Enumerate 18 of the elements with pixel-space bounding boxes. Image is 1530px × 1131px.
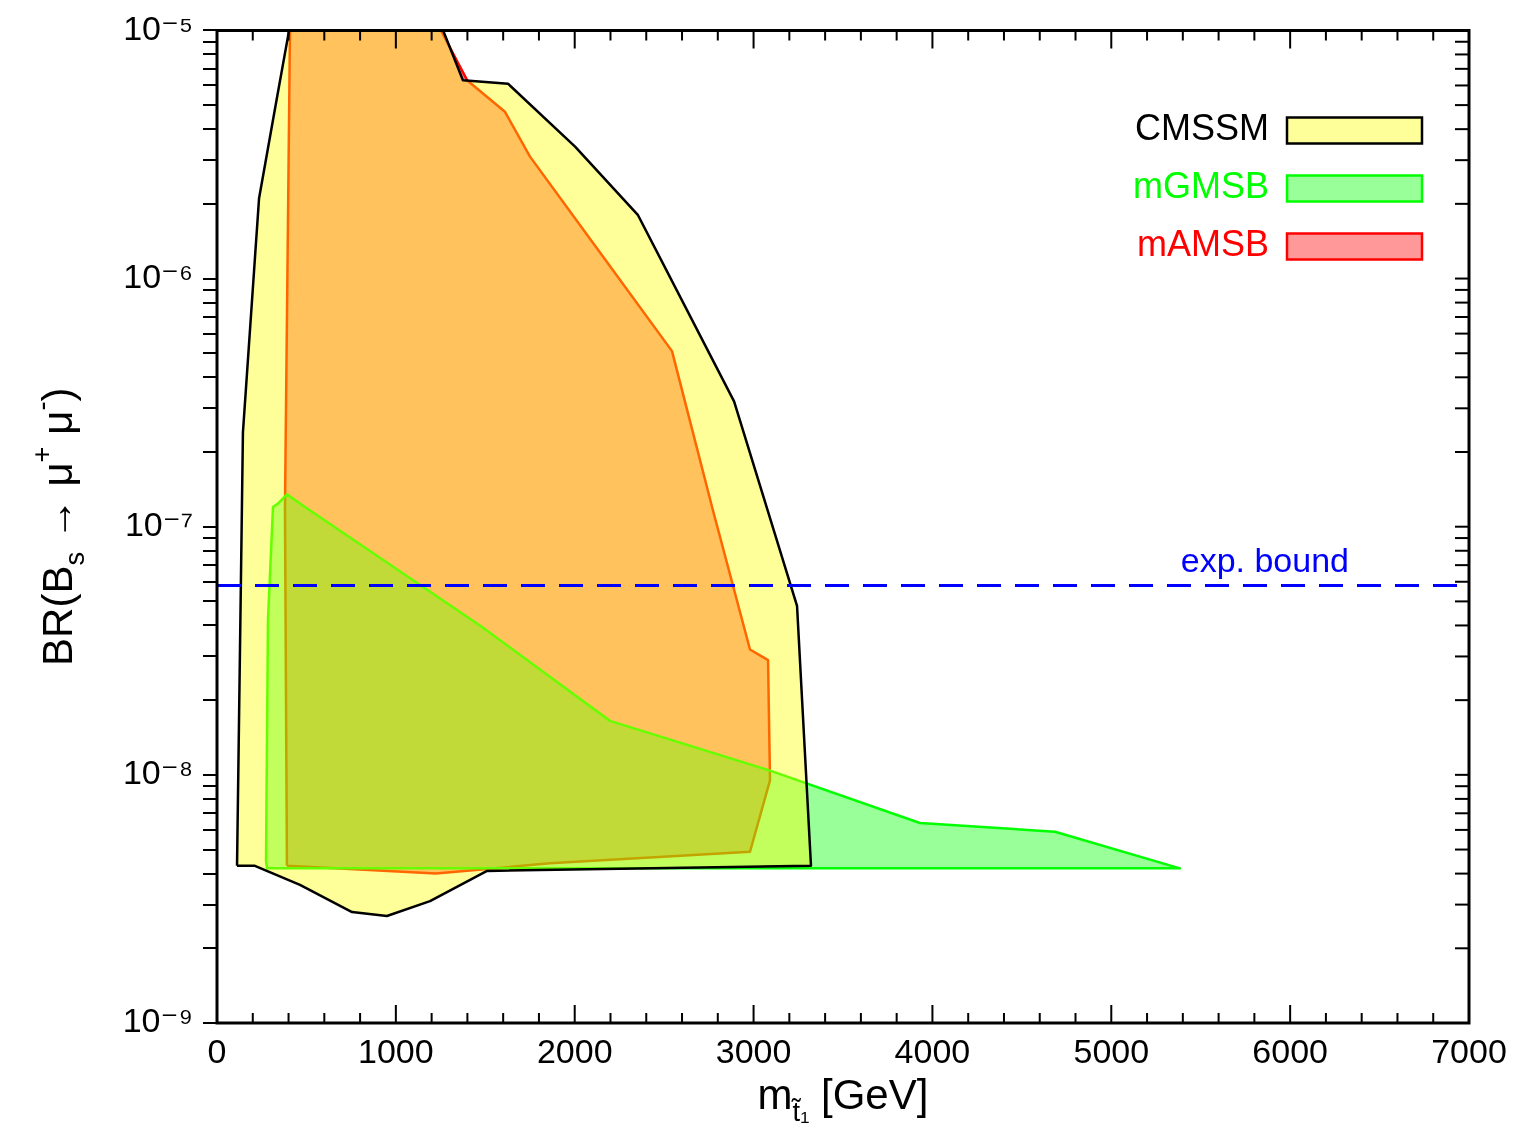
y-tick-label: 10⁻⁷: [124, 505, 193, 544]
x-tick-label: 6000: [1252, 1031, 1328, 1070]
y-tick-label: 10⁻⁹: [122, 1001, 193, 1040]
x-tick-label: 5000: [1073, 1031, 1150, 1070]
legend-label: mAMSB: [1136, 223, 1269, 265]
y-tick-label: 10⁻⁵: [123, 8, 193, 47]
x-tick-label: 1000: [358, 1031, 434, 1070]
x-tick-label: 3000: [715, 1031, 792, 1070]
y-tick-label: 10⁻⁶: [123, 256, 193, 295]
ref-line-label: exp. bound: [1180, 540, 1349, 579]
x-tick-label: 4000: [894, 1031, 971, 1070]
y-axis-title: BR(Bs → μ+ μ-): [25, 387, 91, 666]
legend-label: CMSSM: [1135, 107, 1269, 149]
x-tick-label: 2000: [536, 1031, 613, 1070]
x-tick-label: 0: [207, 1031, 227, 1070]
legend-label: mGMSB: [1132, 165, 1269, 207]
y-tick-label: 10⁻⁸: [122, 753, 193, 792]
x-tick-label: 7000: [1431, 1031, 1507, 1070]
